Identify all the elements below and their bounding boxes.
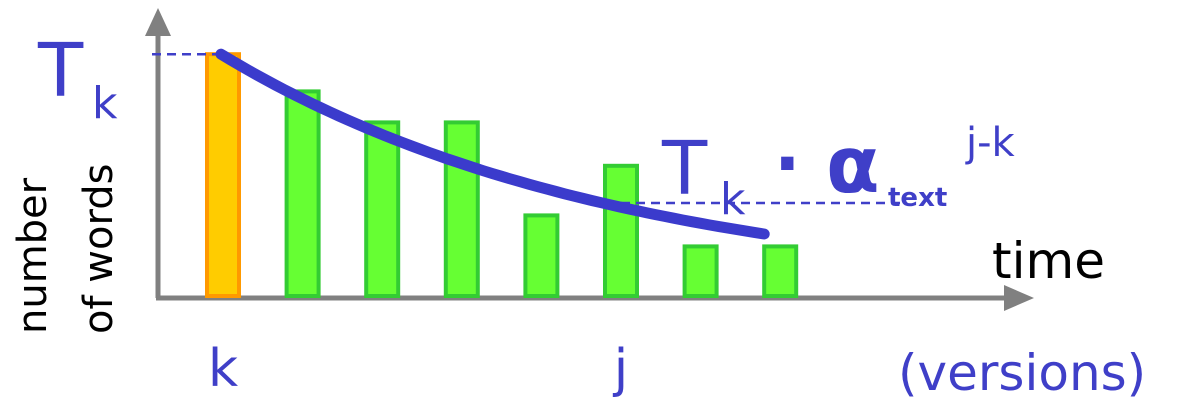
bar-3	[364, 120, 401, 299]
decay-curve	[215, 48, 770, 240]
bar-2	[284, 89, 321, 299]
y-axis-label: number	[10, 177, 56, 334]
bar-1	[205, 52, 241, 299]
x-axis-arrow-icon	[1004, 285, 1034, 311]
bar-5	[523, 213, 560, 298]
x-tick-label-k: k	[208, 339, 238, 399]
tk-label-sub: k	[92, 78, 118, 129]
tk-label-main: T	[37, 28, 84, 114]
axes	[145, 8, 1034, 311]
bar-4	[443, 120, 480, 299]
formula-t: T	[661, 126, 708, 212]
y-axis-label-line2: of words	[76, 164, 122, 334]
y-axis-label-2: of words	[76, 164, 122, 334]
formula-alpha-sub: text	[888, 183, 947, 213]
formula-exponent: j-k	[965, 120, 1016, 166]
bar-8	[762, 244, 799, 298]
y-axis-label-line1: number	[10, 177, 56, 334]
bar-series	[205, 52, 799, 299]
y-axis-arrow-icon	[145, 8, 171, 36]
x-axis-label: time	[992, 232, 1105, 290]
x-axis-sublabel: (versions)	[898, 344, 1146, 402]
bar-7	[682, 244, 719, 298]
x-tick-label-j: j	[613, 339, 628, 399]
formula-alpha: α	[826, 121, 880, 211]
bar-6	[603, 163, 639, 298]
formula-k-sub: k	[720, 174, 746, 225]
formula-dot: ·	[774, 123, 801, 205]
